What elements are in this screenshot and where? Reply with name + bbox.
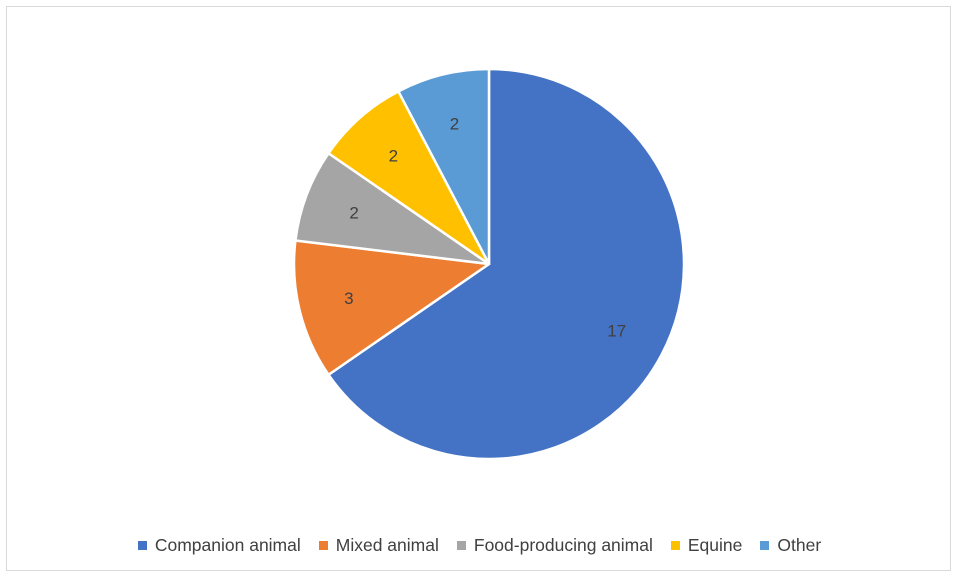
legend-label-companion-animal: Companion animal bbox=[154, 534, 301, 555]
legend-item-other: Other bbox=[760, 535, 821, 556]
legend-item-food-producing-animal: Food-producing animal bbox=[456, 534, 653, 556]
data-label-companion-animal: 17 bbox=[607, 322, 626, 341]
legend-item-equine: Equine bbox=[670, 534, 743, 556]
legend-label-food-producing-animal: Food-producing animal bbox=[473, 534, 653, 555]
legend: Companion animal Mixed animal Food-produci… bbox=[0, 533, 959, 557]
pie-slice-equine bbox=[327, 90, 491, 266]
data-label-mixed-animal: 3 bbox=[344, 289, 353, 308]
pie-data-labels: 17 3 2 2 2 bbox=[344, 114, 626, 340]
pie-slice-mixed-animal bbox=[292, 239, 491, 377]
data-label-food-producing-animal: 2 bbox=[349, 203, 358, 222]
pie-slices bbox=[292, 67, 686, 461]
pie-slice-food-producing-animal bbox=[294, 151, 491, 266]
legend-swatch-food-producing-animal bbox=[456, 540, 466, 550]
legend-label-mixed-animal: Mixed animal bbox=[335, 534, 439, 555]
legend-label-other: Other bbox=[777, 534, 822, 555]
legend-swatch-companion-animal bbox=[137, 540, 147, 550]
pie-slice-other bbox=[397, 67, 491, 266]
legend-label-equine: Equine bbox=[687, 534, 743, 555]
legend-item-companion-animal: Companion animal bbox=[137, 534, 301, 556]
data-label-equine: 2 bbox=[389, 146, 398, 165]
legend-swatch-equine bbox=[670, 540, 680, 550]
data-label-other: 2 bbox=[450, 114, 459, 133]
legend-swatch-mixed-animal bbox=[318, 540, 328, 550]
pie-slice-companion-animal bbox=[327, 67, 686, 461]
legend-item-mixed-animal: Mixed animal bbox=[318, 534, 439, 556]
legend-swatch-other bbox=[760, 540, 770, 550]
